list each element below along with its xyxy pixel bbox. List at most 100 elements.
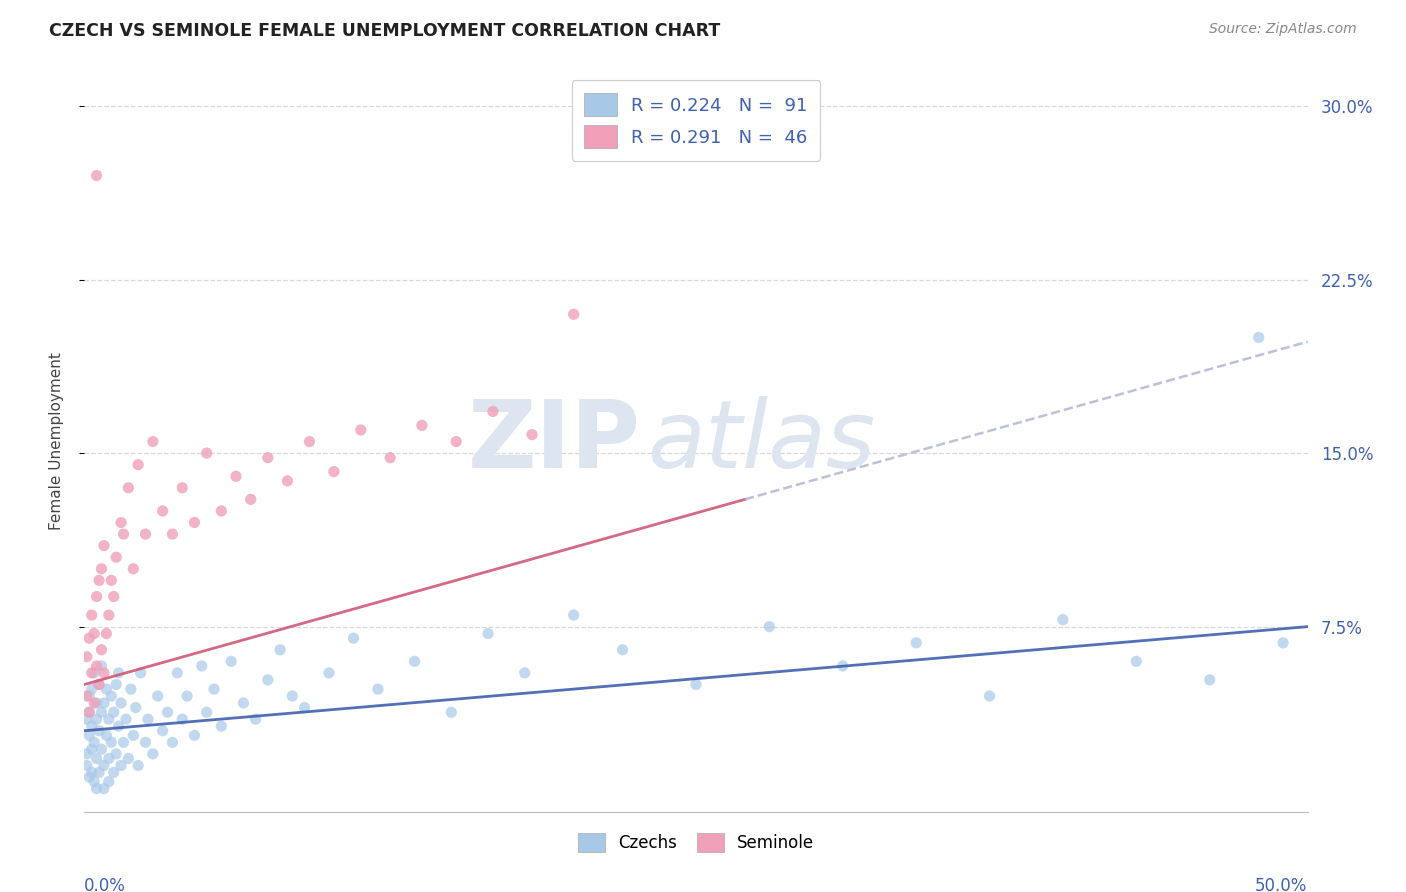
Text: Source: ZipAtlas.com: Source: ZipAtlas.com — [1209, 22, 1357, 37]
Point — [90, 562, 112, 576]
Point — [1198, 673, 1220, 687]
Point — [117, 751, 139, 765]
Point — [176, 689, 198, 703]
Point — [96, 682, 118, 697]
Point — [83, 626, 105, 640]
Point — [1247, 330, 1270, 344]
Point — [80, 682, 103, 697]
Point — [209, 719, 232, 733]
Point — [103, 765, 125, 780]
Point — [76, 747, 98, 761]
Point — [112, 527, 135, 541]
Point — [195, 705, 218, 719]
Legend: Czechs, Seminole: Czechs, Seminole — [571, 826, 821, 859]
Point — [97, 774, 120, 789]
Point — [77, 689, 100, 703]
Point — [127, 758, 149, 772]
Point — [86, 659, 108, 673]
Point — [239, 492, 262, 507]
Point — [76, 758, 98, 772]
Point — [444, 434, 467, 449]
Point — [195, 446, 218, 460]
Point — [281, 689, 304, 703]
Point — [105, 747, 128, 761]
Point — [191, 659, 214, 673]
Point — [152, 723, 174, 738]
Point — [172, 481, 194, 495]
Point — [77, 705, 100, 719]
Point — [322, 465, 344, 479]
Point — [232, 696, 254, 710]
Point — [87, 677, 110, 691]
Point — [76, 712, 98, 726]
Text: 50.0%: 50.0% — [1256, 877, 1308, 892]
Point — [97, 608, 120, 623]
Point — [76, 689, 98, 703]
Point — [166, 665, 188, 680]
Point — [219, 654, 242, 668]
Point — [105, 677, 128, 691]
Point — [685, 677, 707, 691]
Point — [245, 712, 267, 726]
Point — [93, 758, 115, 772]
Point — [380, 450, 402, 465]
Point — [90, 705, 112, 719]
Point — [93, 781, 115, 796]
Point — [107, 665, 129, 680]
Point — [156, 705, 179, 719]
Point — [77, 631, 100, 645]
Point — [269, 642, 291, 657]
Point — [162, 527, 184, 541]
Point — [90, 659, 112, 673]
Point — [110, 516, 132, 530]
Point — [80, 765, 103, 780]
Point — [110, 758, 132, 772]
Point — [404, 654, 426, 668]
Point — [129, 665, 152, 680]
Point — [100, 735, 122, 749]
Point — [562, 608, 585, 623]
Point — [612, 642, 634, 657]
Point — [87, 765, 110, 780]
Point — [115, 712, 138, 726]
Point — [520, 427, 543, 442]
Point — [758, 620, 780, 634]
Point — [122, 728, 145, 742]
Point — [86, 590, 108, 604]
Point — [562, 307, 585, 321]
Point — [83, 696, 105, 710]
Point — [86, 781, 108, 796]
Point — [225, 469, 247, 483]
Point — [367, 682, 389, 697]
Point — [122, 562, 145, 576]
Point — [80, 665, 103, 680]
Point — [482, 404, 505, 418]
Y-axis label: Female Unemployment: Female Unemployment — [49, 352, 63, 531]
Point — [87, 677, 110, 691]
Text: atlas: atlas — [647, 396, 876, 487]
Point — [97, 712, 120, 726]
Point — [276, 474, 298, 488]
Point — [76, 649, 98, 664]
Point — [318, 665, 340, 680]
Point — [83, 774, 105, 789]
Point — [110, 696, 132, 710]
Point — [831, 659, 853, 673]
Point — [183, 728, 205, 742]
Point — [80, 608, 103, 623]
Point — [77, 728, 100, 742]
Point — [83, 735, 105, 749]
Point — [80, 742, 103, 756]
Point — [93, 696, 115, 710]
Point — [342, 631, 364, 645]
Text: CZECH VS SEMINOLE FEMALE UNEMPLOYMENT CORRELATION CHART: CZECH VS SEMINOLE FEMALE UNEMPLOYMENT CO… — [49, 22, 720, 40]
Point — [440, 705, 463, 719]
Point — [513, 665, 536, 680]
Point — [112, 735, 135, 749]
Point — [86, 712, 108, 726]
Point — [209, 504, 232, 518]
Point — [120, 682, 142, 697]
Point — [146, 689, 169, 703]
Point — [135, 735, 157, 749]
Point — [86, 751, 108, 765]
